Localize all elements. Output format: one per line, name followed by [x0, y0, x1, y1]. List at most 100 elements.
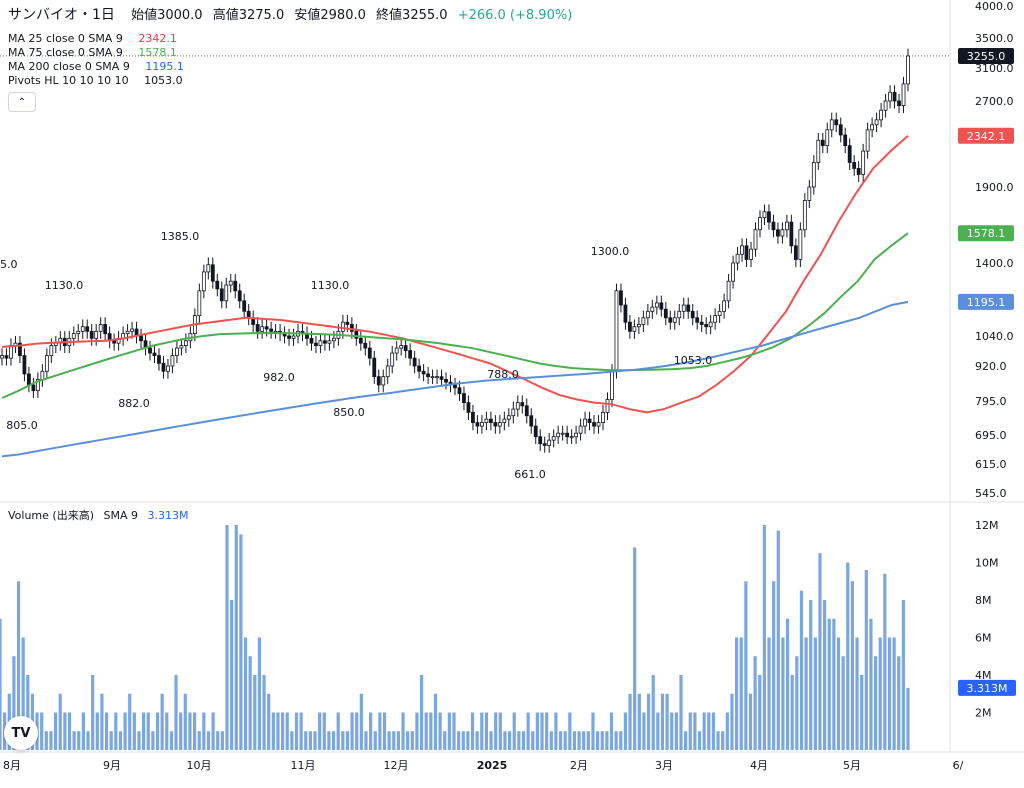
symbol-title[interactable]: サンバイオ・1日	[8, 7, 115, 23]
indicator-ma25[interactable]: MA 25 close 0 SMA 9 2342.1	[8, 32, 177, 46]
candle-body	[870, 124, 875, 131]
volume-bar	[670, 712, 674, 750]
candle-body	[811, 162, 816, 188]
volume-bar	[707, 712, 711, 750]
candle-body	[722, 300, 727, 312]
indicator-label: MA 200 close 0 SMA 9	[8, 60, 130, 73]
volume-bar	[271, 712, 275, 750]
candle-body	[233, 280, 238, 292]
volume-bar	[155, 712, 160, 750]
candle-body	[291, 335, 296, 339]
volume-bar	[114, 712, 118, 750]
volume-bar	[350, 712, 354, 750]
volume-bar	[220, 731, 224, 750]
volume-bar	[813, 637, 817, 750]
volume-bar	[554, 712, 558, 750]
candle-body	[444, 378, 448, 383]
volume-bar	[832, 618, 836, 750]
candle-body	[856, 168, 861, 175]
volume-bar	[67, 712, 72, 750]
candle-body	[556, 432, 561, 438]
candle-body	[215, 280, 220, 290]
volume-bar	[739, 637, 743, 750]
candle-body	[677, 310, 682, 319]
candle-body	[511, 408, 516, 417]
candle-body	[408, 350, 413, 359]
volume-bar	[758, 675, 762, 750]
volume-bar	[243, 637, 248, 750]
candle-body	[80, 326, 85, 332]
candle-body	[632, 326, 637, 332]
candle-body	[520, 402, 525, 407]
candle-body	[358, 337, 363, 344]
pivot-label: 1130.0	[45, 279, 84, 292]
candle-body	[847, 145, 852, 163]
candle-body	[843, 134, 848, 147]
volume-bar	[892, 637, 896, 750]
candle-body	[27, 373, 31, 386]
volume-bar	[628, 693, 632, 750]
candle-body	[125, 330, 130, 335]
candle-body	[376, 376, 381, 386]
candle-body	[838, 124, 843, 136]
candle-body	[421, 370, 426, 375]
indicator-ma200[interactable]: MA 200 close 0 SMA 9 1195.1	[8, 60, 184, 74]
volume-sma-label: SMA 9	[103, 509, 139, 522]
volume-bar	[433, 693, 438, 750]
indicator-pivots[interactable]: Pivots HL 10 10 10 10 1053.0	[8, 74, 183, 88]
candle-body	[502, 418, 507, 423]
volume-bar	[230, 600, 234, 750]
chart-header: サンバイオ・1日 始値3000.0 高値3275.0 安値2980.0 終値32…	[8, 8, 572, 23]
candle-body	[767, 211, 771, 223]
pivot-label: 788.0	[487, 368, 519, 381]
ma75-badge: 1578.1	[967, 227, 1006, 240]
candle-body	[672, 317, 677, 323]
volume-bar	[123, 712, 127, 750]
indicator-value: 2342.1	[138, 32, 177, 45]
candle-body	[157, 355, 161, 364]
time-tick-label: 4月	[750, 759, 768, 772]
volume-bar	[721, 731, 725, 750]
candle-body	[731, 262, 735, 282]
volume-bar	[688, 712, 692, 750]
candle-body	[426, 373, 430, 378]
candle-body	[802, 200, 807, 231]
volume-bar	[410, 731, 414, 750]
volume-bar	[549, 731, 553, 750]
tradingview-logo-icon[interactable]: TV	[4, 716, 38, 750]
candle-body	[650, 306, 655, 312]
last-price-badge: 3255.0	[967, 50, 1006, 63]
pivot-label: 982.0	[263, 371, 295, 384]
volume-bar	[480, 712, 484, 750]
volume-bar	[95, 712, 99, 750]
volume-bar	[646, 693, 651, 750]
volume-bar	[318, 712, 322, 750]
candle-body	[354, 330, 359, 339]
volume-bar	[44, 731, 48, 750]
candle-body	[789, 221, 794, 247]
price-tick-label: 3100.0	[975, 62, 1014, 75]
candle-body	[453, 384, 457, 389]
candle-body	[170, 355, 175, 367]
candle-body	[771, 221, 776, 231]
candle-body	[807, 186, 812, 201]
volume-bar	[262, 675, 266, 750]
volume-legend[interactable]: Volume (出来高) SMA 9 3.313M	[8, 509, 188, 523]
volume-bar	[109, 731, 113, 750]
volume-bar	[531, 731, 535, 750]
candle-body	[574, 432, 578, 438]
volume-bar	[883, 573, 887, 750]
volume-bar	[100, 693, 104, 750]
volume-bar	[818, 553, 822, 750]
candle-body	[49, 345, 54, 356]
volume-bar	[457, 731, 461, 750]
chevron-up-icon[interactable]: ⌃	[8, 92, 36, 112]
candle-body	[592, 422, 596, 427]
candle-body	[776, 229, 780, 237]
candle-body	[493, 422, 498, 427]
indicator-ma75[interactable]: MA 75 close 0 SMA 9 1578.1	[8, 46, 177, 60]
volume-bar	[744, 581, 748, 750]
volume-bar	[396, 731, 401, 750]
candle-body	[825, 129, 830, 147]
